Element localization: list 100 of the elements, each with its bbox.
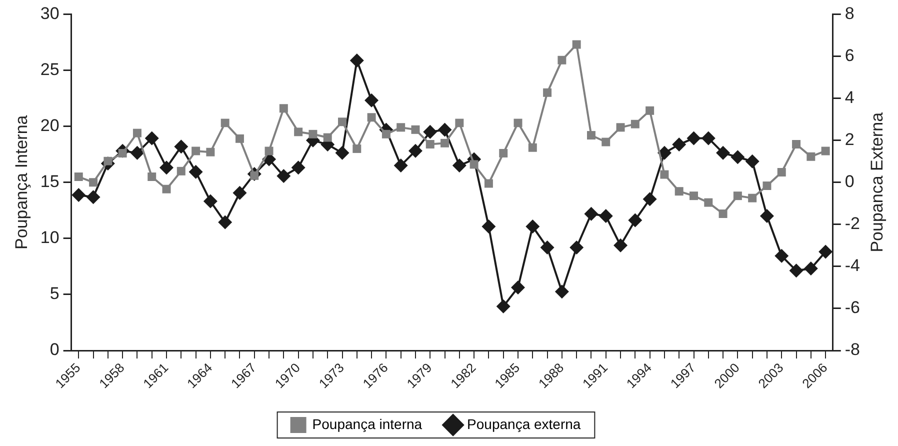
point xyxy=(394,158,408,173)
point xyxy=(382,130,390,138)
point xyxy=(144,131,159,146)
point xyxy=(748,194,757,202)
point xyxy=(232,186,247,200)
point xyxy=(558,56,566,64)
point xyxy=(162,184,171,194)
point xyxy=(440,138,450,148)
y2-tick-label: 8 xyxy=(844,4,854,23)
point xyxy=(499,148,508,158)
y-tick-label: 20 xyxy=(40,116,60,135)
point xyxy=(674,187,684,196)
point xyxy=(543,88,552,97)
point xyxy=(762,181,772,190)
point xyxy=(672,138,686,152)
point xyxy=(335,146,350,160)
point xyxy=(642,192,657,206)
y-axis-title: Poupança Interna xyxy=(12,114,31,250)
point xyxy=(364,93,379,108)
point xyxy=(396,123,406,132)
point xyxy=(586,131,596,140)
point xyxy=(188,164,203,179)
point xyxy=(352,144,362,153)
point xyxy=(821,146,830,156)
point xyxy=(160,160,174,175)
point xyxy=(760,208,774,223)
y-tick-label: 10 xyxy=(40,228,60,248)
point xyxy=(455,118,464,128)
point xyxy=(438,122,452,137)
point xyxy=(294,128,303,136)
point xyxy=(484,179,493,188)
point xyxy=(789,264,804,278)
point xyxy=(657,146,672,160)
point xyxy=(206,148,215,156)
point xyxy=(235,134,244,143)
y-tick-label: 5 xyxy=(50,284,60,304)
point xyxy=(804,262,818,276)
point xyxy=(174,140,188,154)
point xyxy=(86,190,100,204)
point xyxy=(614,238,628,252)
point xyxy=(745,154,760,168)
point xyxy=(701,131,716,146)
point xyxy=(730,150,745,164)
point xyxy=(89,178,98,187)
y-tick-label: 30 xyxy=(40,4,60,23)
point xyxy=(220,118,230,128)
point xyxy=(630,120,640,128)
point xyxy=(686,131,701,146)
point xyxy=(203,194,218,208)
y2-axis-title: Poupanca Externa xyxy=(868,112,887,252)
y2-tick-label: -8 xyxy=(844,340,860,360)
y-tick-label: 15 xyxy=(40,172,60,192)
point xyxy=(716,146,730,160)
point xyxy=(350,53,364,68)
point xyxy=(264,146,274,156)
y-tick-label: 25 xyxy=(40,60,60,79)
point xyxy=(572,40,581,49)
point xyxy=(718,210,728,218)
point xyxy=(279,104,288,113)
y2-tick-label: -4 xyxy=(844,256,860,276)
point xyxy=(628,213,642,228)
point xyxy=(408,144,422,158)
point xyxy=(338,118,346,126)
point xyxy=(276,169,291,184)
point xyxy=(540,240,554,255)
point xyxy=(616,123,625,132)
point xyxy=(806,152,816,161)
point xyxy=(511,280,526,294)
point xyxy=(72,188,86,202)
point xyxy=(423,124,438,139)
point xyxy=(367,113,376,122)
point xyxy=(74,172,83,181)
point xyxy=(514,118,522,128)
point xyxy=(526,220,540,234)
point xyxy=(733,192,742,200)
point xyxy=(690,192,698,200)
y2-tick-label: 2 xyxy=(844,130,854,150)
point xyxy=(570,240,584,255)
point xyxy=(130,146,144,160)
point xyxy=(602,138,610,146)
point xyxy=(774,248,789,263)
y2-tick-label: 6 xyxy=(844,46,854,65)
point xyxy=(646,106,654,115)
point xyxy=(452,158,466,173)
legend-label: Poupança externa xyxy=(467,416,581,432)
point xyxy=(291,160,306,175)
point xyxy=(584,206,598,221)
y2-tick-label: 4 xyxy=(844,88,854,107)
y2-tick-label: -6 xyxy=(844,298,860,318)
point xyxy=(323,133,332,142)
point xyxy=(777,168,786,177)
point xyxy=(818,244,833,259)
point xyxy=(554,284,569,299)
point xyxy=(528,143,537,152)
point xyxy=(704,198,713,207)
point xyxy=(132,128,142,138)
y-tick-label: 0 xyxy=(50,340,60,360)
point xyxy=(192,146,200,156)
y2-tick-label: -2 xyxy=(844,214,860,234)
point xyxy=(218,215,232,230)
